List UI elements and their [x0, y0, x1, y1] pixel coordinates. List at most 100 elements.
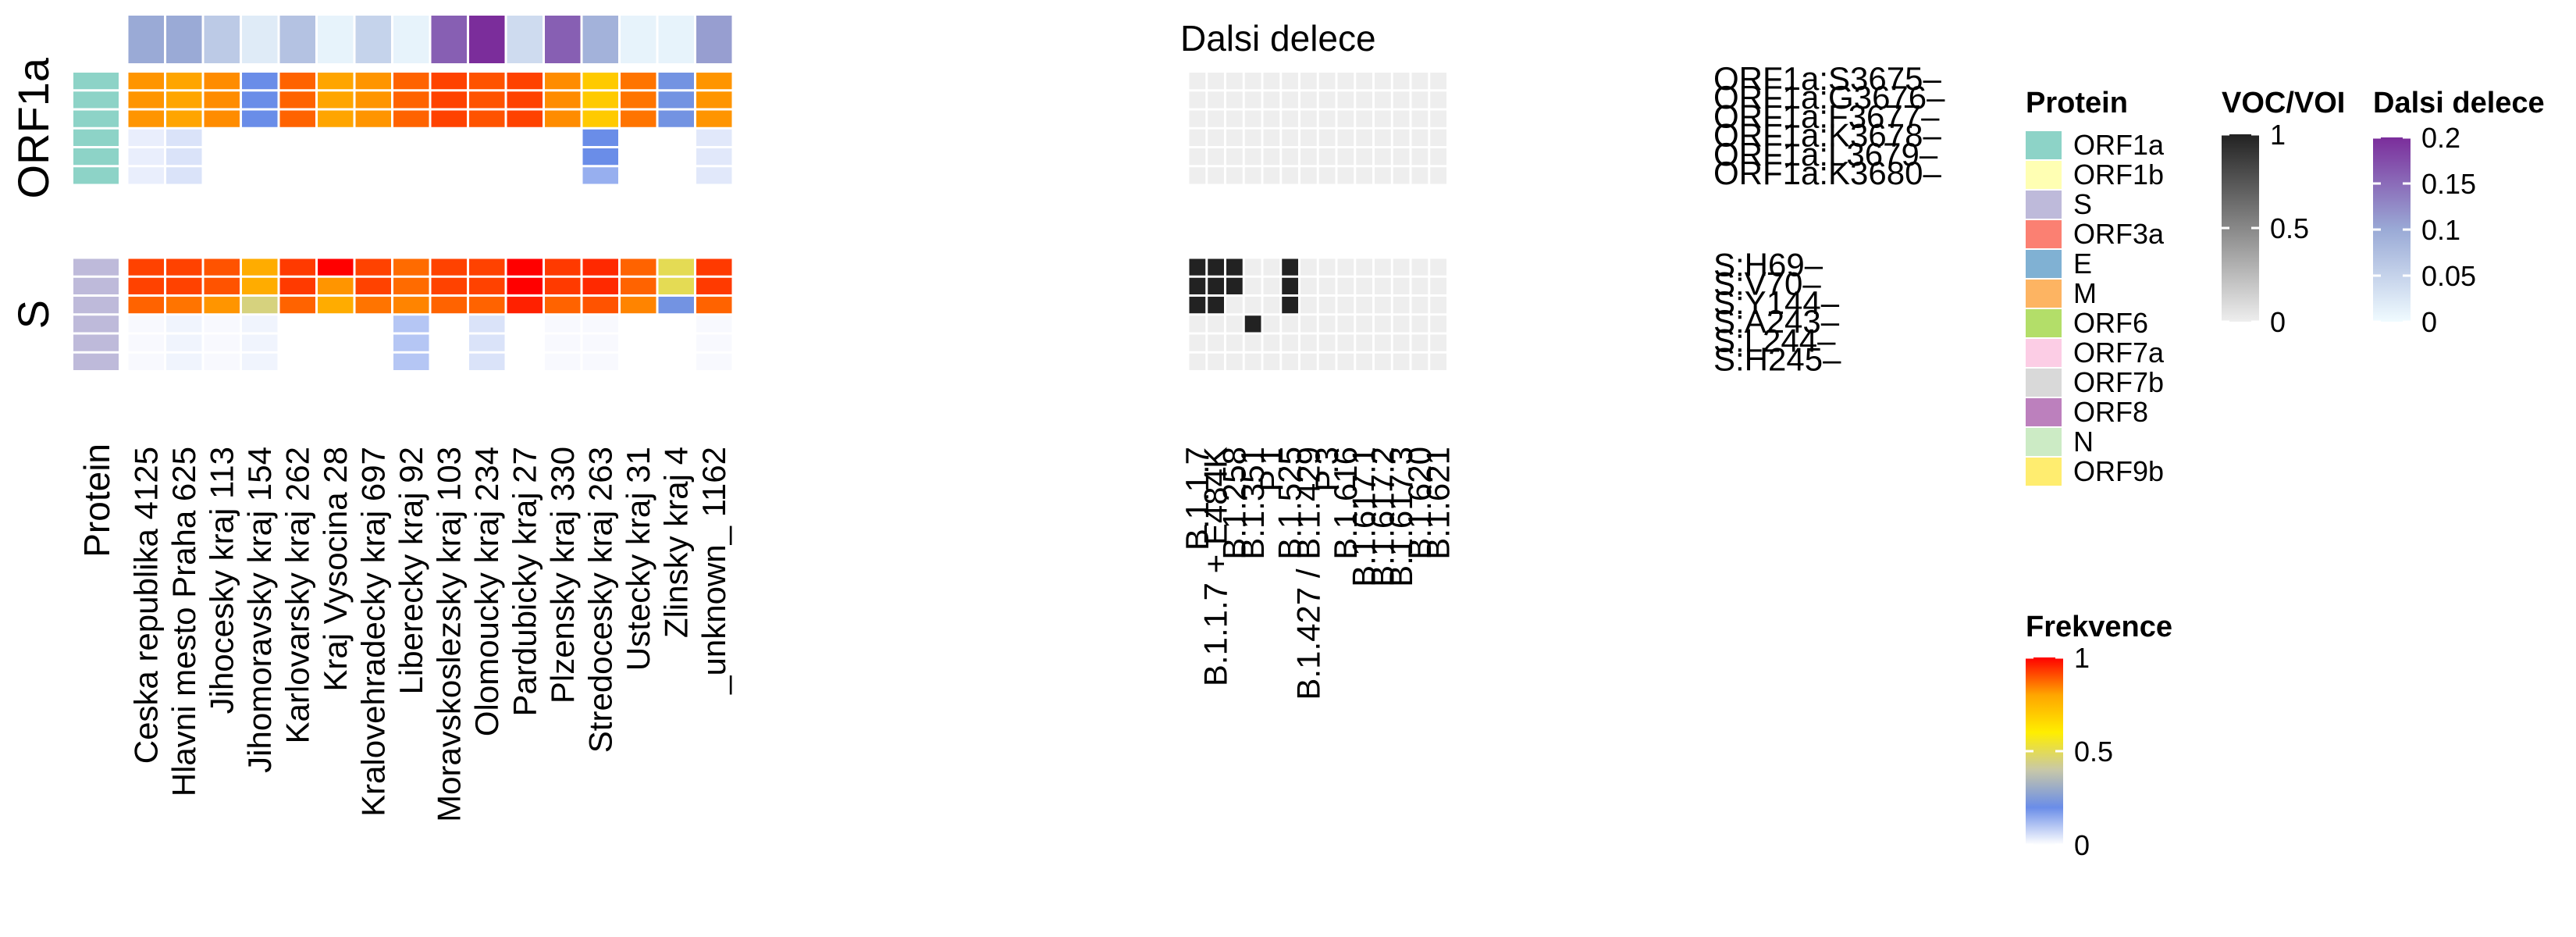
frekvence-cell [128, 297, 164, 314]
voc-voi-cell [1356, 91, 1372, 109]
row-label: S:H245– [1713, 341, 1841, 378]
voc-voi-cell [1337, 91, 1354, 109]
voc-voi-cell [1282, 277, 1298, 294]
frekvence-cell [582, 353, 618, 370]
dalsi-delece-cell [431, 16, 467, 63]
protein-annotation-cell [73, 110, 119, 127]
legend-protein-label: E [2073, 248, 2092, 280]
frekvence-cell [355, 277, 391, 294]
voc-voi-cell [1244, 353, 1261, 370]
voc-voi-cell [1208, 334, 1224, 351]
voc-voi-cell [1244, 73, 1261, 90]
voc-voi-cell [1375, 110, 1391, 127]
voc-voi-cell [1300, 334, 1317, 351]
voc-voi-cell [1226, 167, 1243, 184]
legend-protein-swatch [2026, 428, 2062, 456]
voc-voi-cell [1226, 334, 1243, 351]
frekvence-cell [318, 315, 354, 333]
frekvence-cell [204, 129, 240, 146]
frekvence-cell [658, 73, 694, 90]
frekvence-cell [242, 91, 278, 109]
frekvence-cell [545, 73, 581, 90]
frekvence-cell [318, 334, 354, 351]
legend-dalsi-delece-tick-label: 0.2 [2421, 122, 2460, 154]
voc-voi-cell [1337, 315, 1354, 333]
legend-protein-swatch [2026, 250, 2062, 278]
voc-voi-cell [1356, 277, 1372, 294]
voc-voi-cell [1411, 129, 1429, 146]
voc-voi-cell [1411, 277, 1429, 294]
frekvence-cell [393, 129, 429, 146]
frekvence-cell [431, 315, 467, 333]
voc-voi-cell [1411, 258, 1429, 276]
voc-voi-cell [1282, 167, 1298, 184]
voc-voi-cell [1300, 258, 1317, 276]
dalsi-delece-annotation: Dalsi delece [128, 16, 1376, 63]
voc-voi-cell [1318, 258, 1336, 276]
row-label: ORF1a:S3675– [1713, 60, 1941, 97]
dalsi-delece-cell [658, 16, 694, 63]
column-label: _unknown_ 1162 [696, 447, 732, 695]
voc-voi-cell [1411, 167, 1429, 184]
voc-column-label: P.3 [1308, 447, 1345, 492]
legend-dalsi-delece-tick-label: 0.1 [2421, 214, 2460, 246]
row-label: S:Y144– [1713, 284, 1840, 321]
voc-voi-cell [1337, 297, 1354, 314]
frekvence-cell [507, 258, 543, 276]
voc-voi-cell [1411, 334, 1429, 351]
voc-voi-cell [1411, 315, 1429, 333]
voc-voi-cell [1208, 297, 1224, 314]
frekvence-cell [545, 315, 581, 333]
frekvence-cell [279, 297, 315, 314]
frekvence-cell [204, 258, 240, 276]
row-label: ORF1a:K3678– [1713, 117, 1941, 154]
voc-voi-cell [1411, 353, 1429, 370]
frekvence-cell [204, 277, 240, 294]
voc-voi-cell [1300, 297, 1317, 314]
protein-annotation-cell [73, 277, 119, 294]
frekvence-cell [318, 91, 354, 109]
legend-protein-label: ORF7a [2073, 337, 2165, 369]
voc-voi-cell [1244, 297, 1261, 314]
legend-frekvence-title: Frekvence [2026, 611, 2172, 643]
frekvence-cell [242, 277, 278, 294]
frekvence-cell [545, 129, 581, 146]
frekvence-cell [393, 148, 429, 166]
voc-voi-cell [1263, 129, 1280, 146]
frekvence-cell [318, 277, 354, 294]
voc-voi-cell [1189, 297, 1206, 314]
voc-column-label: B.1.616 [1327, 447, 1364, 560]
frekvence-cell [166, 91, 202, 109]
frekvence-cell [621, 258, 656, 276]
legend-protein-swatch [2026, 220, 2062, 248]
voc-voi-cell [1356, 334, 1372, 351]
voc-voi-cell [1318, 315, 1336, 333]
frekvence-cell [696, 297, 732, 314]
voc-voi-cell [1337, 353, 1354, 370]
legend-protein-swatch [2026, 191, 2062, 219]
voc-voi-cell [1226, 258, 1243, 276]
frekvence-cell [355, 148, 391, 166]
voc-column-label: B.1.351 [1234, 447, 1271, 560]
voc-voi-cell [1226, 277, 1243, 294]
voc-voi-cell [1375, 297, 1391, 314]
legend-frekvence-tick-label: 0.5 [2074, 736, 2113, 768]
voc-voi-cell [1393, 129, 1410, 146]
dalsi-delece-cell [279, 16, 315, 63]
voc-voi-cell [1318, 297, 1336, 314]
row-label: S:H69– [1713, 246, 1823, 283]
frekvence-cell [545, 277, 581, 294]
voc-voi-cell [1318, 110, 1336, 127]
frekvence-cell [166, 148, 202, 166]
frekvence-cell [393, 315, 429, 333]
voc-voi-cell [1282, 110, 1298, 127]
frekvence-cell [621, 297, 656, 314]
frekvence-cell [469, 258, 505, 276]
frekvence-cell [242, 148, 278, 166]
frekvence-cell [204, 334, 240, 351]
legend-protein-swatch [2026, 398, 2062, 426]
voc-column-label: B.1.621 [1420, 447, 1457, 560]
legends: ProteinORF1aORF1bSORF3aEMORF6ORF7aORF7bO… [2026, 87, 2545, 861]
frekvence-cell [582, 91, 618, 109]
frekvence-cell [166, 73, 202, 90]
